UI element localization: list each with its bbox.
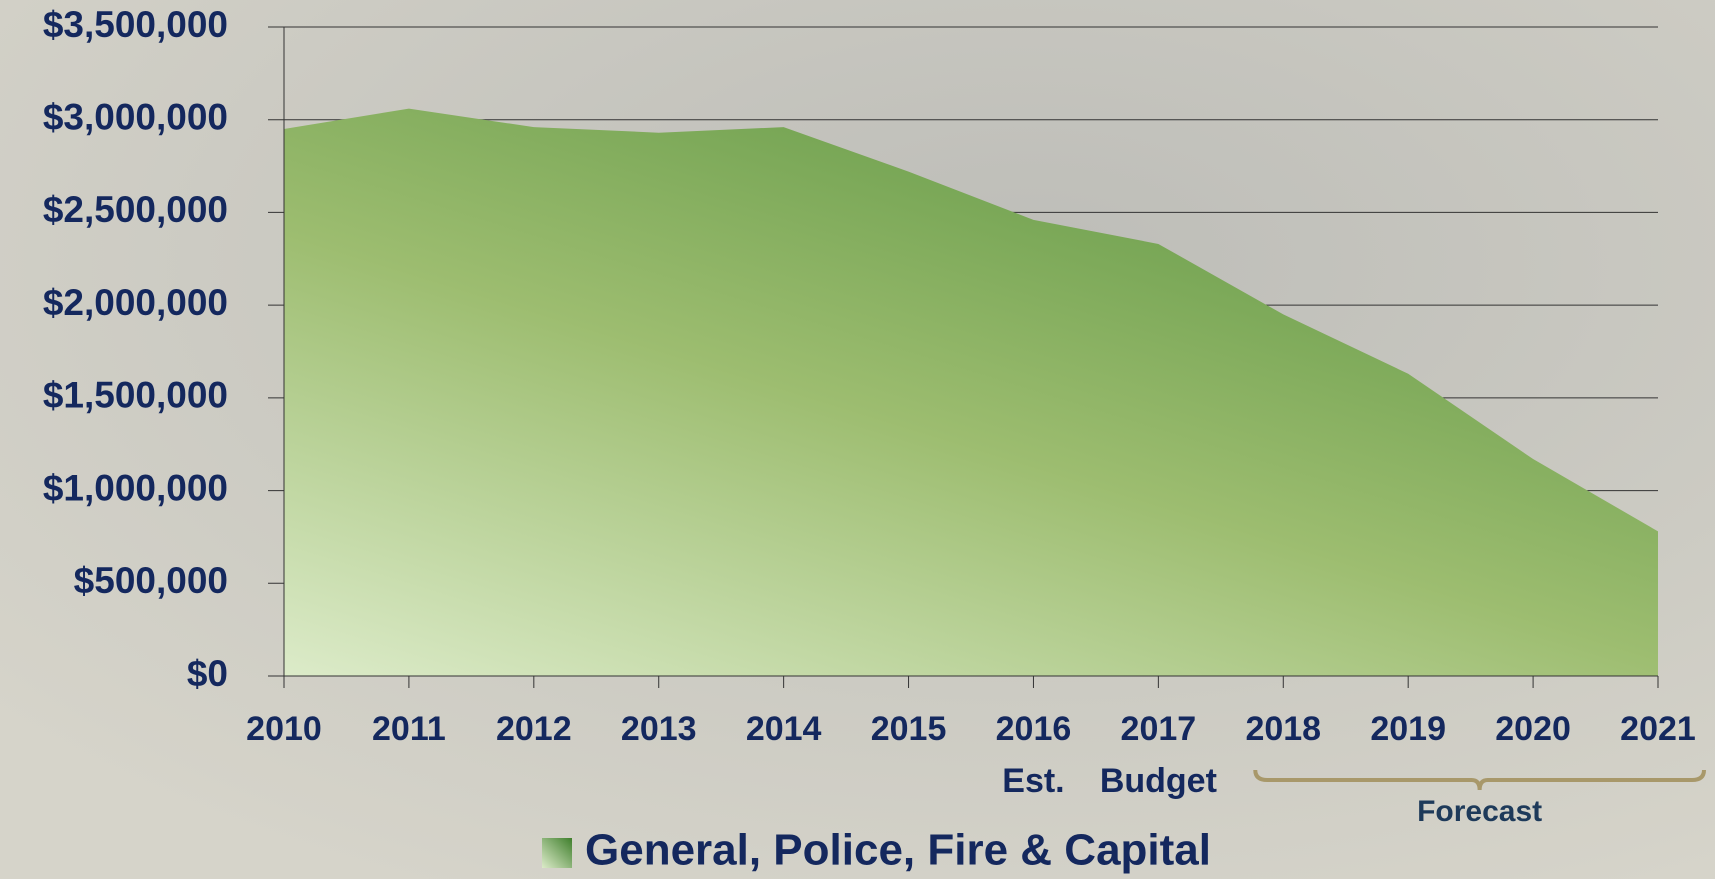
y-tick-label: $1,500,000 — [43, 375, 228, 416]
area — [284, 108, 1658, 677]
x-tick-label: 2012 — [496, 710, 572, 748]
x-tick-label: 2013 — [621, 710, 697, 748]
x-tick-label: 2015 — [871, 710, 947, 748]
x-tick-label: 2021 — [1620, 710, 1696, 748]
forecast-bracket — [1253, 769, 1706, 791]
legend-swatch — [542, 838, 572, 868]
y-tick-label: $2,000,000 — [43, 282, 228, 323]
x-tick-label: 2017 — [1121, 710, 1197, 748]
forecast-label: Forecast — [1417, 795, 1542, 828]
legend-label: General, Police, Fire & Capital — [585, 826, 1211, 875]
annotation: Budget — [1100, 762, 1217, 800]
x-tick-label: 2019 — [1370, 710, 1446, 748]
x-tick-label: 2010 — [246, 710, 322, 748]
y-tick-label: $2,500,000 — [43, 189, 228, 230]
y-tick-label: $3,000,000 — [43, 96, 228, 137]
y-tick-label: $0 — [187, 653, 228, 694]
x-tick-label: 2018 — [1245, 710, 1321, 748]
x-tick-label: 2016 — [996, 710, 1072, 748]
x-tick-label: 2014 — [746, 710, 822, 748]
x-tick-label: 2020 — [1495, 710, 1571, 748]
annotation: Est. — [1002, 762, 1064, 800]
y-tick-label: $3,500,000 — [43, 4, 228, 45]
y-tick-label: $1,000,000 — [43, 467, 228, 508]
x-tick-label: 2011 — [372, 710, 446, 748]
y-tick-label: $500,000 — [74, 560, 228, 601]
